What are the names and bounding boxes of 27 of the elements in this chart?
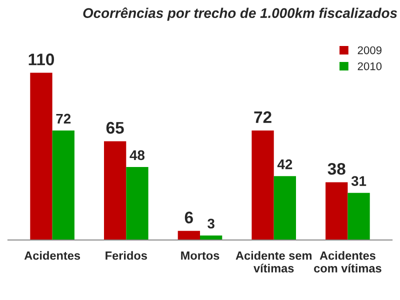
x-tick-label: Feridos <box>106 251 147 260</box>
x-tick-label: Acidentes com vítimas <box>314 251 382 272</box>
data-label: 48 <box>130 150 145 160</box>
legend-label: 2009 <box>358 46 382 54</box>
x-tick-label: Acidentes <box>24 251 80 260</box>
data-label: 110 <box>28 54 54 66</box>
x-tick-label: Mortos <box>181 252 220 260</box>
bar <box>52 130 74 240</box>
bar <box>348 192 370 240</box>
bar <box>126 167 148 240</box>
data-label: 6 <box>184 212 193 224</box>
bar <box>252 130 274 240</box>
data-label: 38 <box>328 162 346 175</box>
data-label: 42 <box>277 159 292 170</box>
data-label: 3 <box>208 218 214 229</box>
data-label: 72 <box>254 111 272 123</box>
legend-label: 2010 <box>358 62 382 70</box>
bar <box>30 72 52 240</box>
bar <box>104 141 126 240</box>
data-label: 72 <box>56 114 71 124</box>
data-label: 31 <box>351 176 366 186</box>
data-label: 65 <box>106 122 124 134</box>
bar <box>326 182 348 240</box>
x-tick-label: Acidente sem vítimas <box>236 251 312 272</box>
chart-title: Ocorrências por trecho de 1.000km fiscalizados <box>83 8 398 21</box>
bar <box>178 230 200 240</box>
bar <box>274 176 296 240</box>
